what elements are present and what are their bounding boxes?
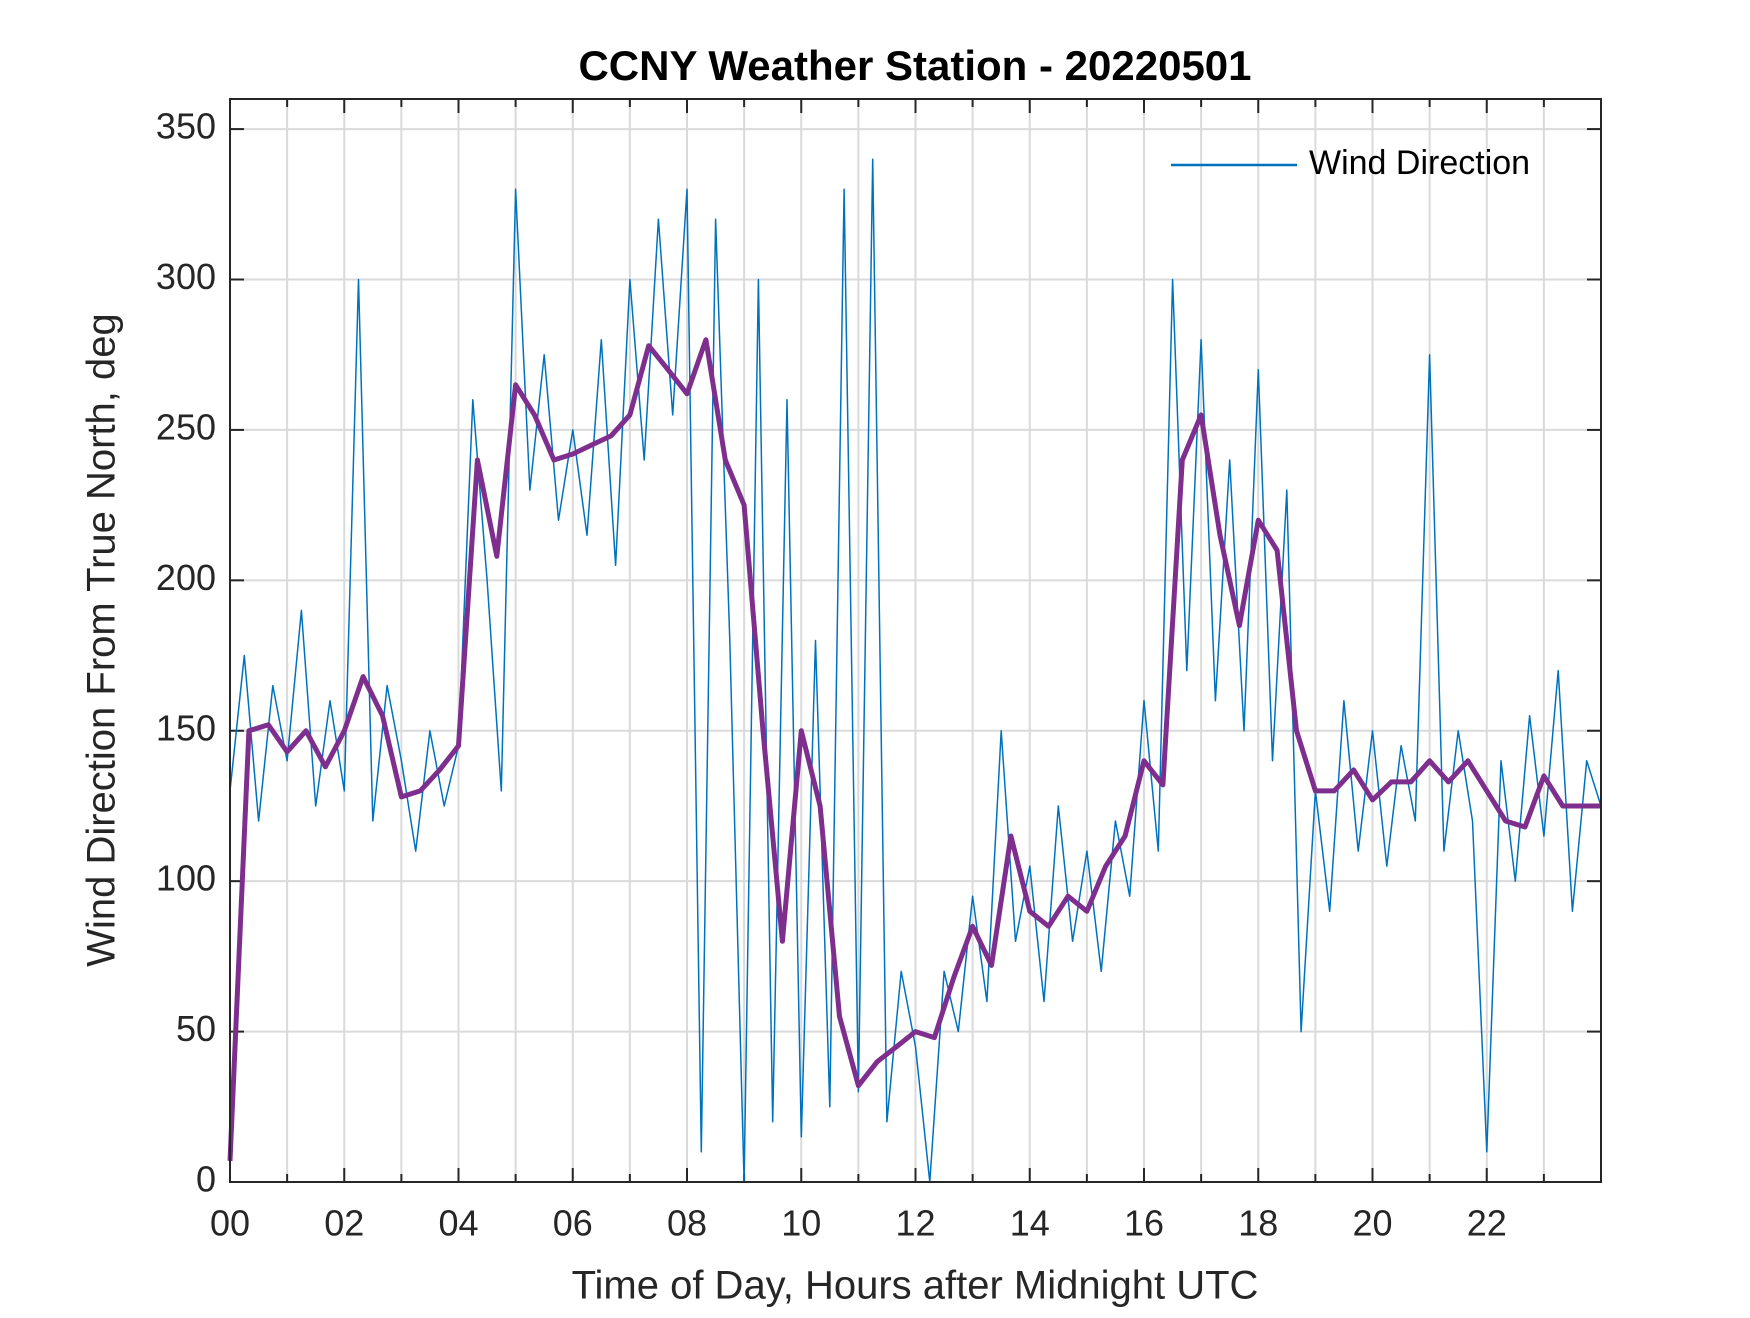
y-tick-label: 250 <box>156 406 216 447</box>
x-axis-label: Time of Day, Hours after Midnight UTC <box>572 1264 1259 1308</box>
x-tick-label: 14 <box>1010 1203 1050 1244</box>
y-tick-label: 200 <box>156 557 216 598</box>
y-tick-label: 50 <box>176 1008 216 1049</box>
x-tick-label: 22 <box>1467 1203 1507 1244</box>
legend-label: Wind Direction <box>1309 144 1530 182</box>
y-tick-label: 350 <box>156 106 216 147</box>
x-tick-label: 10 <box>781 1203 821 1244</box>
x-tick-label: 06 <box>553 1203 593 1244</box>
x-tick-label: 20 <box>1352 1203 1392 1244</box>
x-tick-label: 08 <box>667 1203 707 1244</box>
y-tick-label: 0 <box>196 1159 216 1200</box>
x-tick-label: 04 <box>438 1203 478 1244</box>
x-tick-label: 18 <box>1238 1203 1278 1244</box>
x-tick-label: 12 <box>895 1203 935 1244</box>
y-tick-label: 300 <box>156 256 216 297</box>
chart-title: CCNY Weather Station - 20220501 <box>578 42 1251 89</box>
x-tick-label: 02 <box>324 1203 364 1244</box>
y-axis-label: Wind Direction From True North, deg <box>80 313 124 967</box>
y-tick-label: 100 <box>156 858 216 899</box>
y-tick-label: 150 <box>156 707 216 748</box>
x-tick-label: 00 <box>210 1203 250 1244</box>
data-line <box>227 337 1601 1162</box>
axes-box <box>229 98 1602 1183</box>
x-tick-label: 16 <box>1124 1203 1164 1244</box>
